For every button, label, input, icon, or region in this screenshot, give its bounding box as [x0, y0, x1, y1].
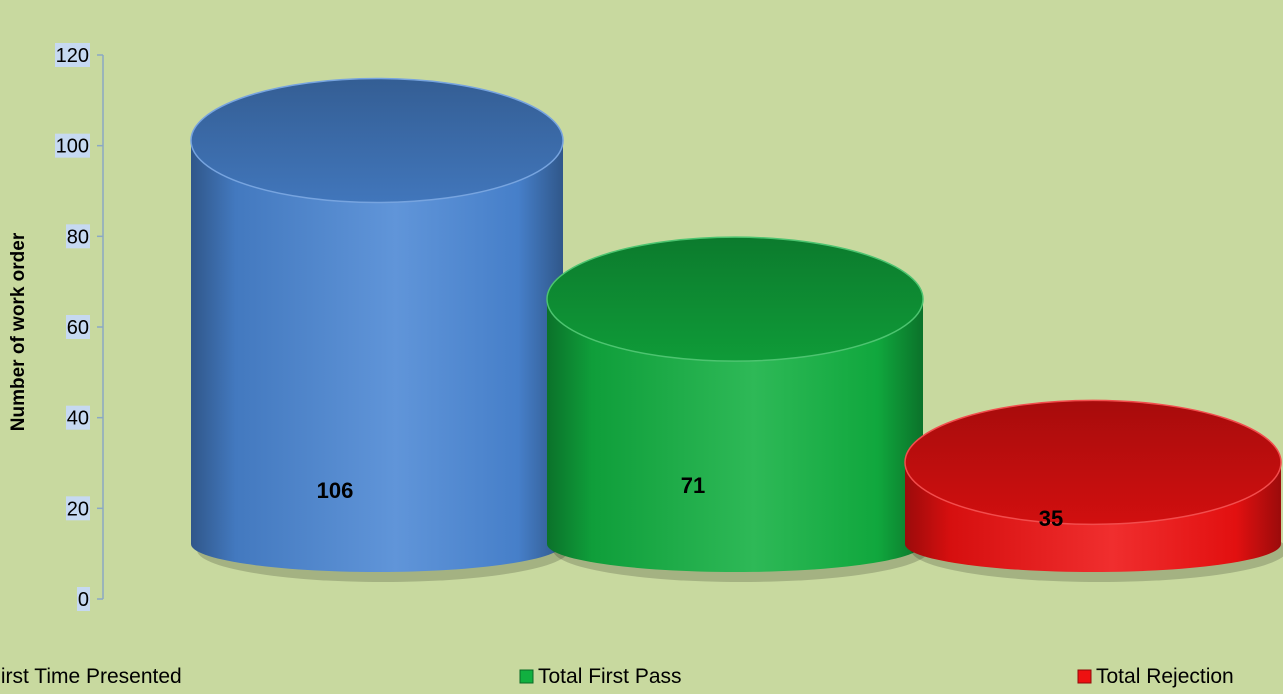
legend-swatch	[519, 669, 534, 684]
bar-top	[546, 236, 924, 362]
legend-label: Total Rejection	[1096, 665, 1234, 688]
legend-item-3: Total Rejection	[1077, 665, 1234, 688]
y-tick-label-bg	[66, 224, 90, 249]
data-label-3: 35	[1039, 506, 1063, 531]
y-tick-label-bg	[55, 43, 90, 67]
legend: First Time Presented Total First Pass Tota…	[0, 665, 1234, 688]
data-label-2: 71	[681, 473, 705, 498]
data-label-1: 106	[317, 478, 354, 503]
data-labels: 106 71 35	[317, 473, 1064, 531]
bar-1	[190, 77, 569, 582]
legend-label: Total First Pass	[538, 665, 682, 688]
bar-top	[190, 77, 564, 204]
y-tick-label-bg	[55, 133, 90, 158]
y-tick-label: 40	[67, 408, 89, 430]
legend-item-1: First Time Presented	[0, 665, 182, 688]
legend-swatch	[1077, 669, 1092, 684]
y-tick-label-bg	[66, 405, 90, 430]
y-tick-label: 20	[67, 498, 89, 520]
y-tick-label: 100	[56, 136, 89, 158]
legend-label: First Time Presented	[0, 665, 182, 688]
bar-body	[547, 299, 923, 572]
bar-3	[904, 399, 1283, 582]
y-tick-label: 80	[67, 226, 89, 248]
y-axis: 0 20 40 60 80 100 120	[55, 43, 104, 611]
y-axis-title: Number of work order	[8, 232, 29, 431]
legend-item-2: Total First Pass	[519, 665, 682, 688]
bars	[190, 77, 1283, 582]
bar-2	[546, 236, 929, 582]
bar-body	[191, 140, 563, 572]
y-tick-label: 0	[78, 589, 89, 611]
y-tick-label-bg	[66, 496, 90, 521]
y-tick-label-bg	[66, 315, 90, 339]
y-tick-label: 120	[56, 45, 89, 67]
bar-top	[904, 399, 1282, 526]
y-tick-label: 60	[67, 317, 89, 339]
y-tick-label-bg	[77, 587, 90, 611]
